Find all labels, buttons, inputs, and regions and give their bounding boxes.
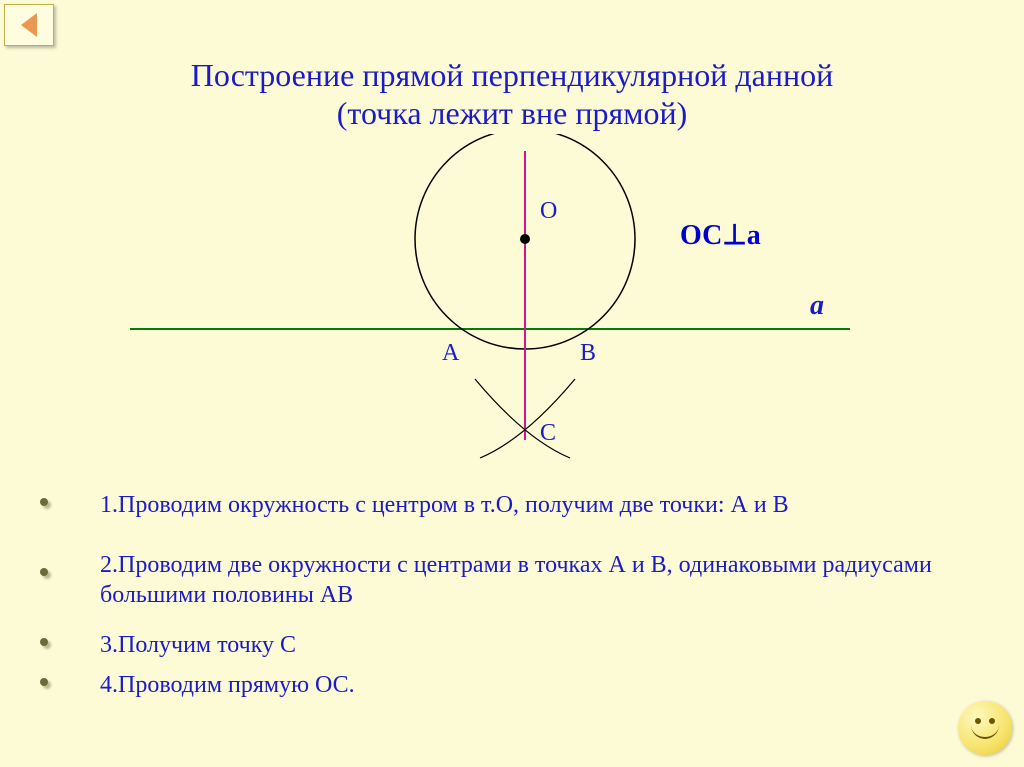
formula-oc-perp-a: ОС⊥a [680,218,761,252]
bullet-icon [40,498,48,506]
bullet-icon [40,568,48,576]
step-1: 1.Проводим окружность с центром в т.О, п… [100,490,964,520]
title-line2: (точка лежит вне прямой) [337,95,687,131]
label-o: О [540,198,557,225]
step-4: 4.Проводим прямую ОС. [100,670,964,700]
bullet-icon [40,638,48,646]
back-button[interactable] [4,4,54,46]
slide: Построение прямой перпендикулярной данно… [0,0,1024,767]
bullet-icon [40,678,48,686]
arc-from-b [480,379,575,458]
smiley-face [958,701,1012,755]
smiley-mouth [971,723,999,739]
point-o [520,234,530,244]
title-line1: Построение прямой перпендикулярной данно… [191,57,833,93]
line-a-label: a [810,290,824,322]
step-2: 2.Проводим две окружности с центрами в т… [100,550,964,610]
label-c: С [540,420,556,447]
slide-title: Построение прямой перпендикулярной данно… [0,56,1024,133]
smiley-icon[interactable] [958,701,1012,755]
arrow-left-icon [21,13,37,37]
geometry-diagram [130,134,850,474]
step-3: 3.Получим точку С [100,630,964,660]
label-b: В [580,340,596,367]
label-a-pt: А [442,340,459,367]
